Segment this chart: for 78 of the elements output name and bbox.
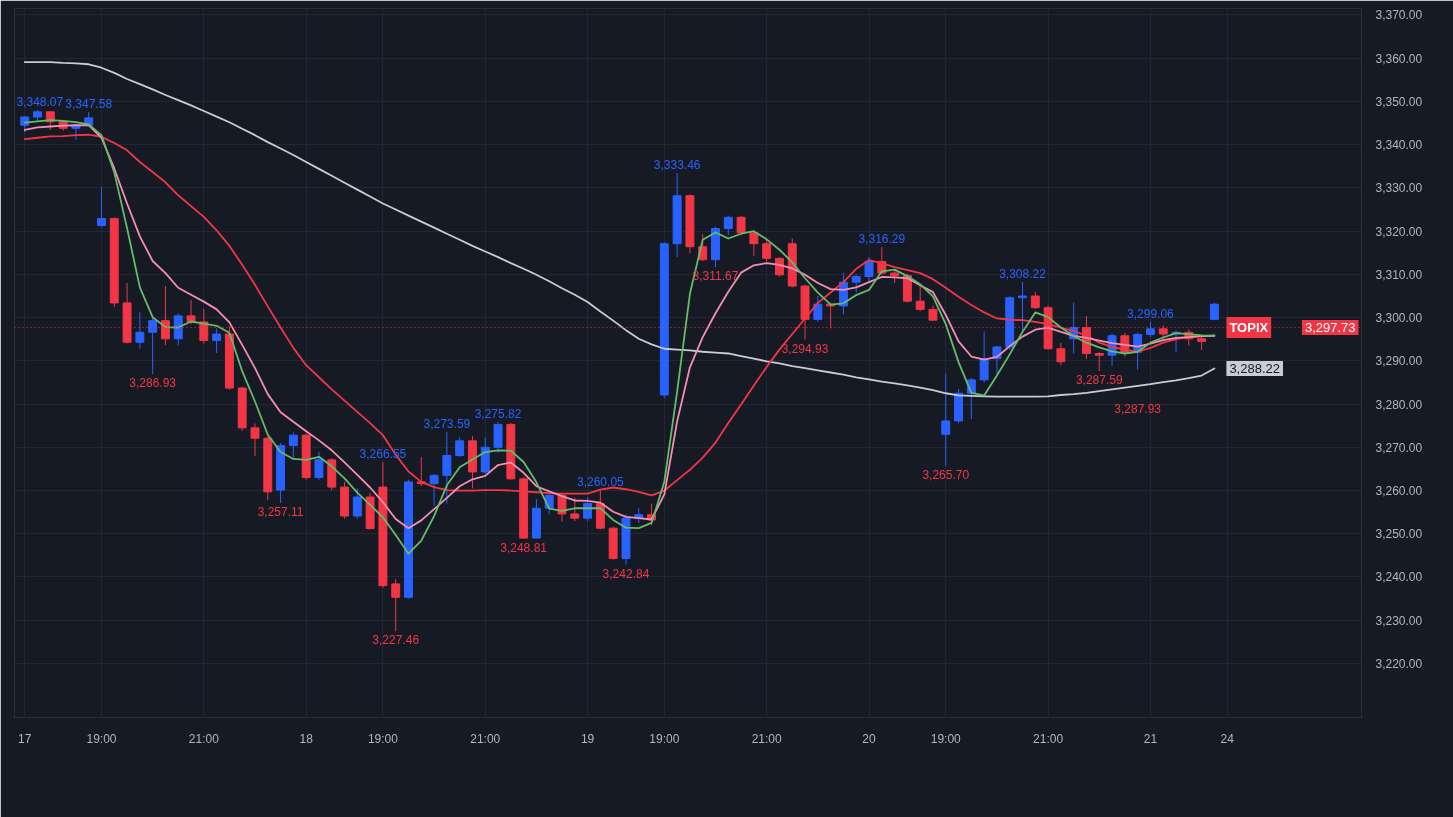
y-tick-label: 3,250.00 [1375, 527, 1423, 542]
x-tick-label: 19:00 [86, 731, 117, 746]
annotation: 3,260.05 [577, 475, 625, 490]
candlestick [762, 239, 772, 262]
candlestick [186, 299, 196, 325]
candlestick [1056, 342, 1066, 366]
annotation: 3,294.93 [781, 341, 829, 356]
candlestick [173, 312, 183, 347]
candlestick [979, 330, 989, 383]
annotation: 3,227.46 [372, 633, 420, 648]
candlestick [442, 431, 452, 504]
candlestick [723, 215, 733, 236]
candlestick [429, 473, 439, 507]
y-tick-label: 3,320.00 [1375, 224, 1423, 239]
annotation: 3,242.84 [602, 566, 650, 581]
candlestick [941, 372, 951, 467]
candlestick [212, 327, 222, 354]
annotation: 3,316.29 [858, 232, 906, 247]
candlestick [749, 230, 759, 257]
x-tick-label: 21:00 [188, 731, 220, 746]
y-tick-label: 3,280.00 [1375, 397, 1423, 412]
series-label: TOPIX [1229, 319, 1269, 335]
y-tick-label: 3,370.00 [1375, 8, 1423, 23]
x-tick-label: 19:00 [367, 731, 399, 746]
annotation: 3,275.82 [474, 407, 522, 422]
candlestick [851, 273, 861, 294]
candlestick [391, 578, 401, 632]
candlestick [493, 421, 503, 453]
candlestick [455, 436, 465, 458]
candlestick [1094, 351, 1104, 372]
candlestick [352, 487, 362, 520]
x-tick-label: 21:00 [1033, 731, 1064, 746]
x-tick-label: 24 [1220, 731, 1235, 746]
annotation: 3,257.11 [257, 505, 304, 520]
x-tick-label: 21 [1143, 731, 1158, 746]
y-tick-label: 3,330.00 [1375, 181, 1423, 196]
annotation: 3,333.46 [653, 157, 701, 172]
y-tick-label: 3,260.00 [1375, 484, 1423, 499]
y-tick-label: 3,360.00 [1375, 51, 1423, 66]
candlestick [97, 186, 106, 228]
candlestick [864, 256, 874, 284]
y-tick-label: 3,290.00 [1375, 354, 1423, 369]
annotation: 3,308.22 [999, 267, 1047, 282]
x-tick-label: 21:00 [751, 731, 783, 746]
x-tick-label: 19:00 [649, 731, 680, 746]
x-tick-label: 19:00 [930, 731, 962, 746]
y-tick-label: 3,300.00 [1375, 311, 1423, 326]
y-tick-label: 3,240.00 [1375, 570, 1423, 585]
annotation: 3,287.59 [1075, 373, 1123, 388]
x-tick-label: 17 [18, 731, 32, 746]
candlestick [915, 284, 925, 312]
y-tick-label: 3,220.00 [1375, 656, 1423, 671]
annotation: 3,347.58 [65, 96, 113, 111]
y-tick-label: 3,350.00 [1375, 94, 1423, 109]
annotation: 3,273.59 [423, 416, 471, 431]
data-label: 3,288.22 [1229, 361, 1280, 377]
y-tick-label: 3,310.00 [1375, 267, 1423, 282]
candlestick [288, 432, 298, 459]
y-tick-label: 3,270.00 [1375, 440, 1423, 455]
annotation: 3,286.93 [129, 376, 177, 391]
candlestick [148, 317, 158, 375]
candlestick [314, 451, 324, 481]
candlestick [135, 311, 145, 350]
annotation: 3,287.93 [1114, 401, 1162, 416]
annotation: 3,248.81 [500, 540, 548, 555]
x-tick-label: 21:00 [470, 731, 501, 746]
annotation: 3,265.70 [922, 467, 970, 482]
x-tick-label: 20 [862, 731, 877, 746]
y-tick-label: 3,230.00 [1375, 613, 1423, 628]
annotation: 3,348.07 [16, 94, 64, 109]
x-tick-label: 18 [299, 731, 314, 746]
x-tick-label: 19 [580, 731, 595, 746]
ref-line-label: 3,297.73 [1304, 319, 1356, 335]
annotation: 3,299.06 [1127, 306, 1175, 321]
y-tick-label: 3,340.00 [1375, 138, 1423, 153]
candlestick [570, 497, 580, 522]
candlestick [813, 295, 823, 323]
candlestick [250, 423, 260, 457]
